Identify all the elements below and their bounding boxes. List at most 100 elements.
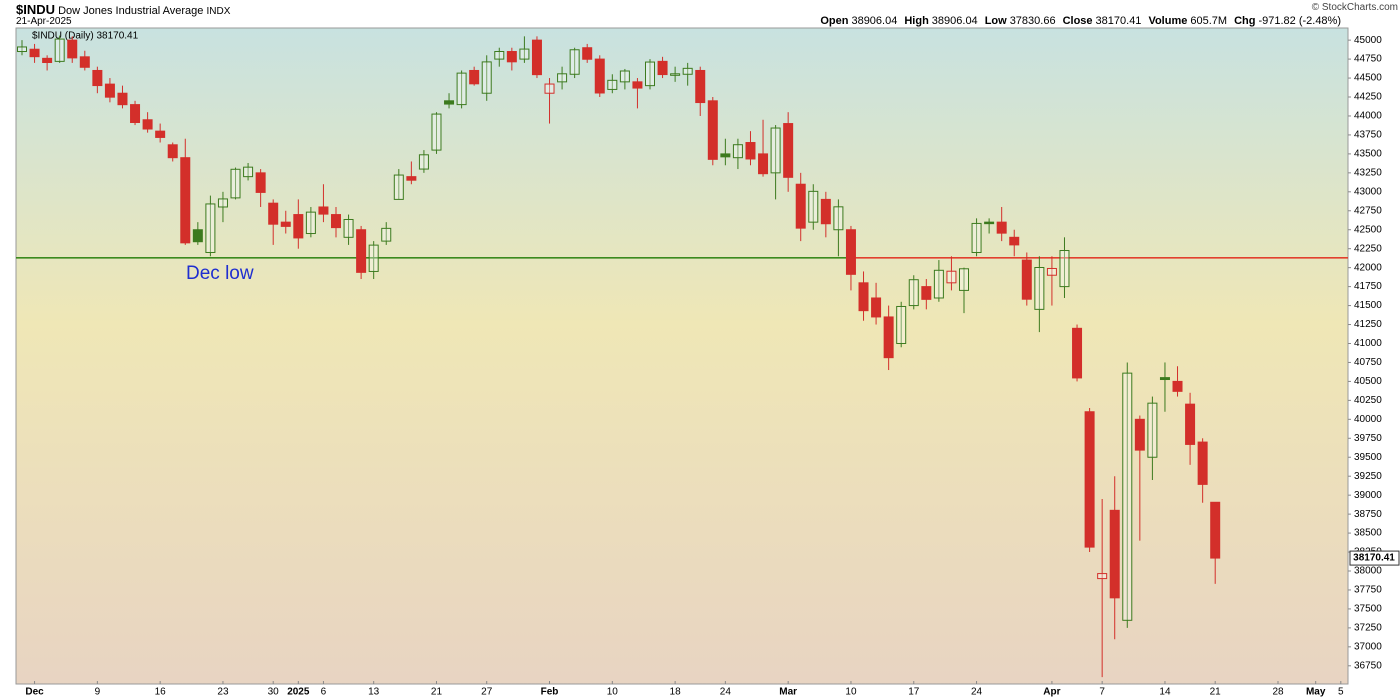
candle-body xyxy=(1185,403,1196,445)
x-tick-label: 23 xyxy=(217,687,229,698)
candle-body xyxy=(1172,380,1183,392)
candle-body xyxy=(1159,377,1170,381)
symbol: $INDU xyxy=(16,2,56,17)
stat-label: Close xyxy=(1062,15,1093,27)
y-tick-label: 42500 xyxy=(1354,224,1382,235)
candle-body xyxy=(569,49,580,75)
candle-body xyxy=(707,100,718,160)
price-tag-label: 38170.41 xyxy=(1353,553,1395,564)
y-tick-label: 43500 xyxy=(1354,149,1382,160)
date: 21-Apr-2025 xyxy=(16,16,72,27)
x-tick-label: Apr xyxy=(1043,687,1060,698)
x-tick-label: Mar xyxy=(779,687,797,698)
y-tick-label: 40500 xyxy=(1354,376,1382,387)
candle-body xyxy=(494,51,505,60)
candle-body xyxy=(444,100,455,105)
candle-body xyxy=(619,70,630,83)
candle-body xyxy=(393,174,404,200)
candle-body xyxy=(858,282,869,312)
price-tag xyxy=(1349,550,1400,566)
candle-body xyxy=(155,130,166,138)
candle-body xyxy=(1021,259,1032,300)
y-tick-label: 37500 xyxy=(1354,604,1382,615)
candle-body xyxy=(1197,441,1208,485)
candle-body xyxy=(959,268,969,291)
candle-body xyxy=(720,153,731,158)
x-tick-label: 28 xyxy=(1272,687,1284,698)
candle-body xyxy=(984,221,995,225)
y-tick-label: 37250 xyxy=(1354,623,1382,634)
y-tick-label: 43750 xyxy=(1354,130,1382,141)
candle-body xyxy=(117,92,128,106)
y-tick-label: 42000 xyxy=(1354,262,1382,273)
candle-body xyxy=(795,183,806,229)
candle-body xyxy=(1009,236,1020,246)
x-tick-label: Feb xyxy=(541,687,559,698)
candle-body xyxy=(871,297,882,318)
candle-body xyxy=(594,58,605,94)
candle-body xyxy=(682,67,693,75)
x-tick-label: 24 xyxy=(720,687,732,698)
candle-body xyxy=(29,48,40,58)
candle-body xyxy=(519,48,530,60)
y-tick-label: 40750 xyxy=(1354,357,1382,368)
x-tick-label: 18 xyxy=(670,687,682,698)
candle-body xyxy=(1034,266,1045,310)
y-tick-label: 37000 xyxy=(1354,641,1382,652)
candle-body xyxy=(42,57,53,64)
exchange: INDX xyxy=(206,6,231,17)
y-tick-label: 44000 xyxy=(1354,111,1382,122)
candle-body xyxy=(230,168,241,199)
y-tick-label: 41500 xyxy=(1354,300,1382,311)
candle-body xyxy=(255,172,266,193)
y-tick-label: 38750 xyxy=(1354,509,1382,520)
y-tick-label: 44750 xyxy=(1354,54,1382,65)
plot-area xyxy=(15,27,1349,685)
candle-body xyxy=(557,73,568,83)
x-tick-label: 17 xyxy=(908,687,920,698)
y-tick-label: 42250 xyxy=(1354,243,1382,254)
x-tick-label: 24 xyxy=(971,687,983,698)
y-tick-label: 41000 xyxy=(1354,338,1382,349)
candle-body xyxy=(305,211,316,235)
candle-body xyxy=(17,46,27,53)
candle-body xyxy=(544,83,555,94)
candle-body xyxy=(632,81,643,89)
candle-body xyxy=(845,229,856,275)
candle-body xyxy=(268,202,279,225)
candle-body xyxy=(293,214,304,239)
y-tick-label: 45000 xyxy=(1354,35,1382,46)
x-tick-label: 21 xyxy=(431,687,443,698)
ohlc-stats: Open 38906.04 High 38906.04 Low 37830.66 Close… xyxy=(820,15,1348,27)
candle-body xyxy=(820,198,831,225)
candle-body xyxy=(381,227,392,242)
copyright: © StockCharts.com xyxy=(1311,2,1398,13)
candle-body xyxy=(331,214,341,229)
x-tick-label: May xyxy=(1306,687,1326,698)
candle-body xyxy=(758,153,769,175)
candle-body xyxy=(79,56,90,68)
candle-body xyxy=(356,229,367,273)
candle-body xyxy=(1059,250,1070,288)
candle-body xyxy=(645,61,655,87)
y-tick-label: 40250 xyxy=(1354,395,1382,406)
candle-body xyxy=(896,305,907,344)
candle-body xyxy=(456,72,467,106)
x-tick-label: 5 xyxy=(1338,687,1344,698)
candle-body xyxy=(770,127,781,174)
candle-body xyxy=(1210,501,1221,559)
candle-body xyxy=(1046,267,1057,276)
stat-value: 38170.41 xyxy=(1095,15,1142,27)
candle-body xyxy=(318,206,329,215)
candle-body xyxy=(469,69,480,85)
y-tick-label: 44250 xyxy=(1354,92,1382,103)
x-tick-label: 10 xyxy=(607,687,619,698)
y-tick-label: 39250 xyxy=(1354,471,1382,482)
y-tick-label: 37750 xyxy=(1354,585,1382,596)
stat-label: High xyxy=(904,15,929,27)
candle-body xyxy=(833,206,844,231)
x-tick-label: 16 xyxy=(155,687,167,698)
candle-body xyxy=(1147,402,1158,458)
